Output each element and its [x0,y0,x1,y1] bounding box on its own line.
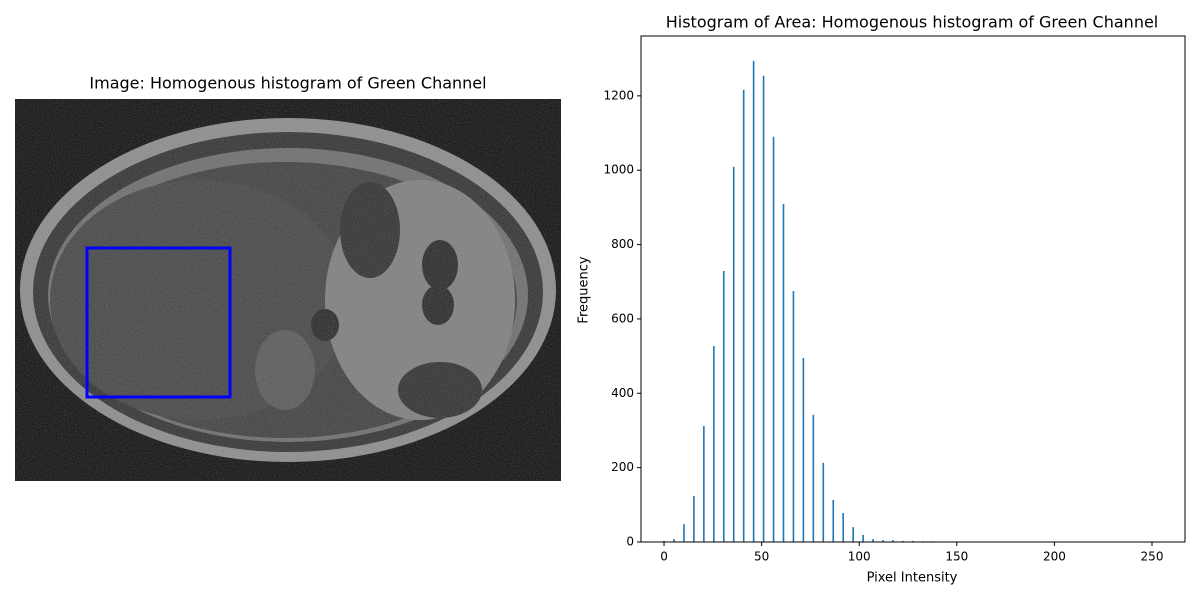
bar [772,136,775,543]
bar [782,204,785,542]
bar [912,540,914,542]
bar [663,540,665,542]
x-tick-label: 150 [945,550,968,564]
bar [673,539,675,542]
x-tick-label: 0 [660,550,668,564]
y-tick-label: 600 [611,311,634,325]
chart-title: Histogram of Area: Homogenous histogram … [666,13,1159,32]
bar [892,540,894,542]
bar [742,89,745,543]
bar [713,346,715,542]
bar [762,75,765,543]
bar [683,524,685,542]
x-tick-label: 100 [848,550,871,564]
bar [822,462,825,542]
bar [703,426,705,542]
bar [862,534,864,542]
roi-box [85,246,232,399]
bar [693,495,695,542]
bar [882,540,884,542]
x-tick-label: 250 [1141,550,1164,564]
bar [792,291,795,542]
x-tick-label: 200 [1043,550,1066,564]
y-axis-label: Frequency [577,256,592,323]
bar [732,166,735,543]
image-title: Image: Homogenous histogram of Green Cha… [89,74,486,93]
plot-frame [640,35,1186,543]
y-tick-label: 800 [611,237,634,251]
y-tick-label: 1000 [603,163,634,177]
y-tick-label: 400 [611,386,634,400]
bar [832,499,835,542]
bar [902,540,904,542]
mri-image [15,99,561,481]
bar [842,513,845,542]
bar [872,539,874,542]
y-tick-label: 1200 [603,88,634,102]
bar [722,270,725,542]
x-axis-label: Pixel Intensity [867,571,958,586]
bar [752,60,755,542]
y-tick-label: 0 [626,535,634,549]
bar [802,357,805,542]
bar [852,527,854,542]
bar [812,414,815,542]
y-tick-label: 200 [611,460,634,474]
x-tick-label: 50 [754,550,769,564]
